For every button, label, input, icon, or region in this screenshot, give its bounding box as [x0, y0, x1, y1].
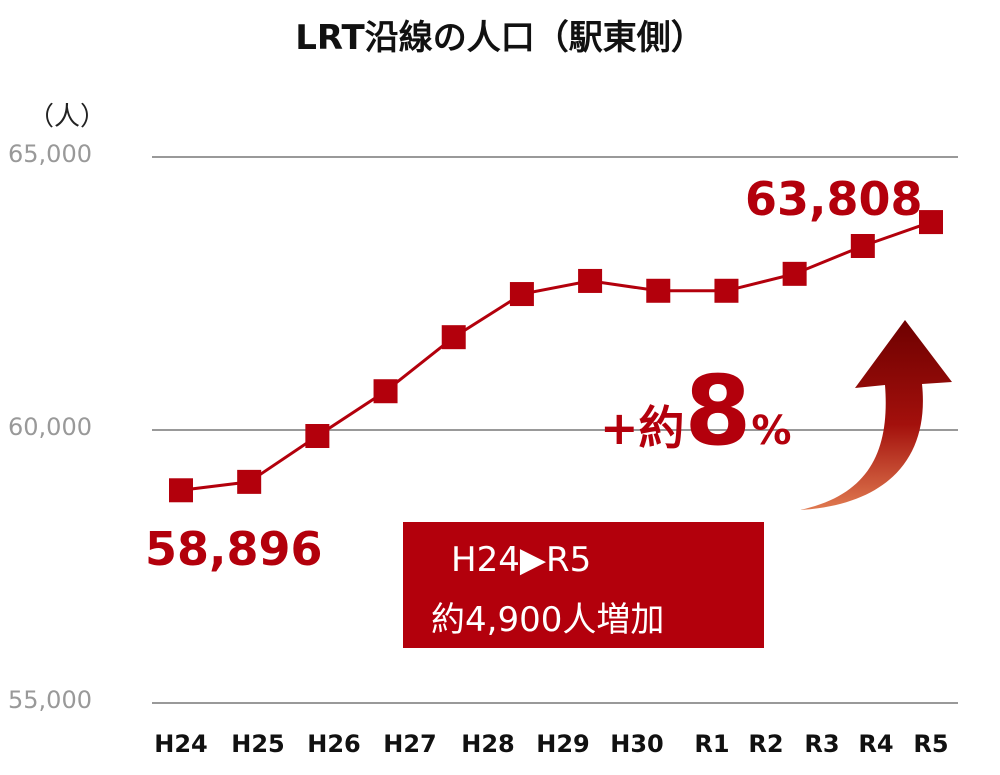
y-tick-label: 65,000 — [8, 140, 92, 168]
data-point-H26 — [305, 424, 330, 449]
x-tick-label: H30 — [610, 730, 664, 758]
y-tick-label: 55,000 — [8, 686, 92, 714]
series-line — [180, 220, 932, 492]
y-tick-label: 60,000 — [8, 413, 92, 441]
data-point-H28 — [441, 325, 466, 350]
data-point-H25 — [237, 469, 262, 494]
period-label: H24▶R5 — [451, 540, 592, 580]
data-point-H30 — [578, 268, 603, 293]
data-point-R5 — [919, 210, 943, 235]
data-point-R2 — [714, 278, 739, 303]
increase-percent: +約8% — [600, 355, 791, 467]
increase-prefix: +約 — [600, 401, 685, 455]
last-value-label: 63,808 — [745, 172, 923, 226]
increase-amount-label: 約4,900人増加 — [431, 600, 665, 640]
x-tick-label: H26 — [307, 730, 361, 758]
x-tick-label: H25 — [231, 730, 285, 758]
x-tick-label: H29 — [536, 730, 590, 758]
data-point-H27 — [373, 379, 398, 404]
x-tick-label: H27 — [383, 730, 437, 758]
x-tick-label: R1 — [694, 730, 730, 758]
data-point-R1 — [646, 278, 671, 303]
x-tick-label: H24 — [154, 730, 208, 758]
data-point-H29 — [509, 282, 534, 307]
x-tick-label: H28 — [461, 730, 515, 758]
increase-number: 8 — [684, 355, 752, 467]
chart-title: LRT沿線の人口（駅東側） — [295, 18, 705, 58]
x-tick-label: R4 — [858, 730, 894, 758]
increase-summary-box: H24▶R5 約4,900人増加 — [403, 522, 764, 648]
x-tick-label: R2 — [748, 730, 784, 758]
data-point-R3 — [782, 261, 807, 286]
x-tick-label: R3 — [804, 730, 840, 758]
y-axis-unit: （人） — [28, 102, 107, 132]
x-tick-label: R5 — [913, 730, 949, 758]
first-value-label: 58,896 — [145, 522, 323, 576]
increase-arrow-icon — [800, 320, 952, 510]
data-point-R4 — [850, 233, 875, 258]
increase-suffix: % — [751, 408, 792, 454]
data-point-H24 — [169, 478, 193, 503]
